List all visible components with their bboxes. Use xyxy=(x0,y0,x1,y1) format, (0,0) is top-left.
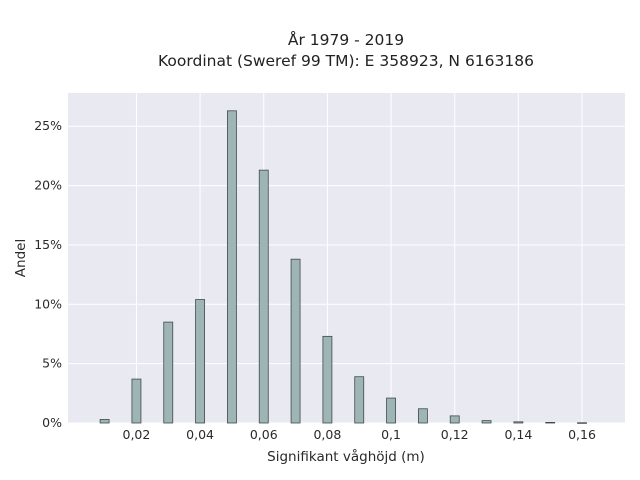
x-tick-label: 0,14 xyxy=(504,427,532,442)
histogram-bar xyxy=(131,378,142,424)
x-tick-label: 0,08 xyxy=(313,427,341,442)
histogram-bar xyxy=(481,420,492,424)
histogram-bar xyxy=(99,419,110,424)
histogram-bar xyxy=(577,422,587,424)
y-axis-ticks: 0% 5% 10% 15% 20% 25% xyxy=(34,118,62,430)
x-tick-label: 0,04 xyxy=(186,427,214,442)
grid-lines xyxy=(68,93,625,424)
histogram-bar xyxy=(290,258,301,424)
x-tick-label: 0,1 xyxy=(381,427,401,442)
histogram-bar xyxy=(163,321,174,424)
histogram-bar xyxy=(227,110,237,424)
bars-group xyxy=(99,110,587,424)
y-axis-label: Andel xyxy=(13,239,29,277)
chart-title-line1: År 1979 - 2019 xyxy=(288,30,404,49)
x-tick-label: 0,12 xyxy=(441,427,469,442)
x-tick-label: 0,06 xyxy=(250,427,278,442)
x-tick-label: 0,02 xyxy=(123,427,151,442)
y-tick-label: 10% xyxy=(34,296,62,311)
y-tick-label: 0% xyxy=(42,415,62,430)
x-axis-label: Signifikant våghöjd (m) xyxy=(267,448,425,465)
histogram-bar xyxy=(322,335,333,424)
histogram-bar xyxy=(354,376,365,424)
x-axis-ticks: 0,02 0,04 0,06 0,08 0,1 0,12 0,14 0,16 xyxy=(123,427,596,442)
y-tick-label: 5% xyxy=(42,356,62,371)
histogram-bar xyxy=(386,397,396,424)
histogram-bar xyxy=(195,299,205,424)
plot-area xyxy=(68,93,625,423)
histogram-bar xyxy=(545,422,556,424)
histogram-bar xyxy=(449,415,460,424)
x-tick-label: 0,16 xyxy=(568,427,596,442)
histogram-bar xyxy=(417,408,428,424)
chart-title-line2: Koordinat (Sweref 99 TM): E 358923, N 61… xyxy=(158,52,534,70)
y-tick-label: 25% xyxy=(34,118,62,133)
y-tick-label: 15% xyxy=(34,237,62,252)
histogram-bar xyxy=(258,169,269,424)
histogram-bar xyxy=(513,421,524,424)
y-tick-label: 20% xyxy=(34,178,62,193)
